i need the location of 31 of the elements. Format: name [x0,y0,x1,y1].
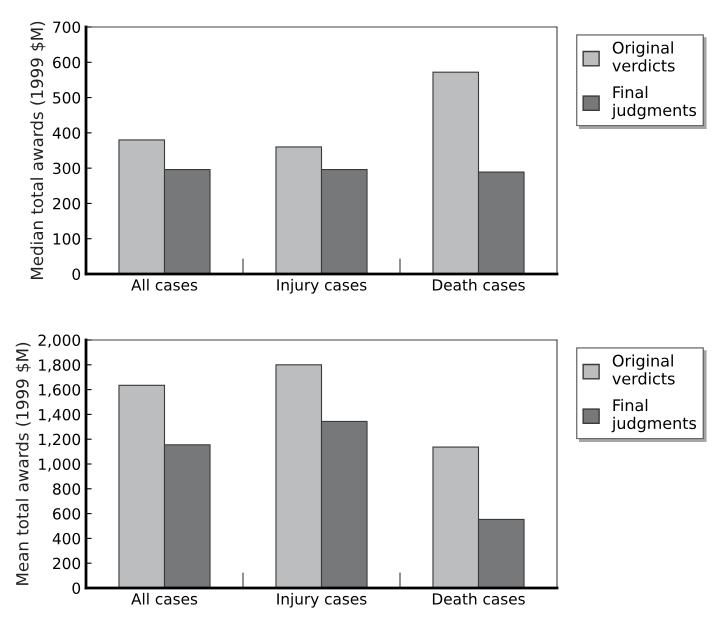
y-tick-label: 200 [53,558,80,570]
y-axis-title: Mean total awards (1999 $M) [16,342,31,585]
x-tick-label: Injury cases [277,278,366,294]
x-tick-label: Death cases [432,592,525,605]
x-tick-label: Death cases [432,278,525,291]
y-tick-label: 1,200 [39,434,80,447]
legend-label: Final judgments [612,86,696,120]
legend-label: Final judgments [612,398,696,432]
y-axis-title: Median total awards (1999 $M) [30,22,46,279]
y-tick-label: 400 [52,532,80,544]
y-tick-label: 1,800 [39,359,80,372]
x-tick-label: All cases [131,592,198,605]
y-tick-label: 0 [72,268,80,280]
y-tick-label: 1,400 [39,408,80,422]
y-tick-label: 0 [72,582,80,594]
y-tick-label: 1,600 [39,384,80,398]
legend-label: Original verdicts [612,41,675,72]
y-tick-label: 400 [52,127,80,139]
y-tick-label: 600 [53,56,80,68]
y-tick-label: 700 [53,21,80,34]
x-tick-label: Injury cases [277,592,366,608]
y-tick-label: 600 [53,508,80,520]
y-tick-label: 200 [53,198,80,210]
y-tick-label: 2,000 [38,334,80,348]
y-tick-label: 1,000 [39,458,80,472]
x-tick-label: All cases [131,278,198,291]
y-tick-label: 500 [53,92,80,104]
y-tick-label: 300 [53,162,80,174]
y-tick-label: 800 [53,483,80,495]
y-tick-label: 100 [54,233,80,245]
legend-label: Original verdicts [612,354,675,385]
